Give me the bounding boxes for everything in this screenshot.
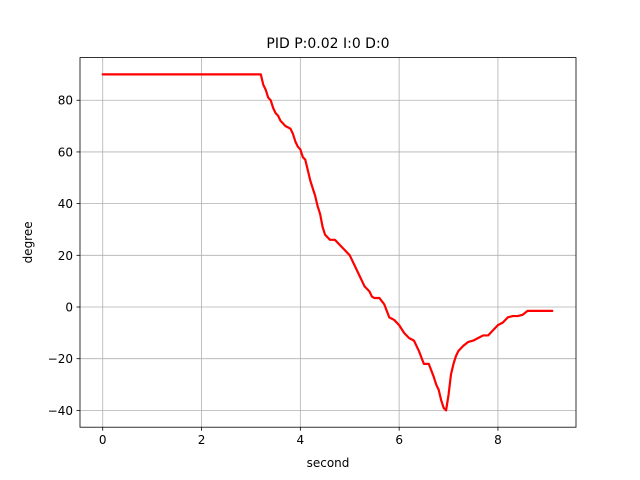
x-tick-label: 8 [494, 433, 502, 447]
grid [80, 57, 576, 428]
y-tick-label: 60 [58, 145, 73, 159]
x-tick-label: 6 [395, 433, 403, 447]
series-layer [101, 73, 554, 412]
series-line [101, 73, 554, 412]
chart-title: PID P:0.02 I:0 D:0 [266, 36, 389, 52]
y-tick-label: −40 [48, 404, 73, 418]
y-tick-label: 40 [58, 197, 73, 211]
plot-frame [79, 57, 577, 428]
x-tick-label: 0 [99, 433, 107, 447]
x-axis-title: second [307, 456, 350, 470]
y-tick-label: 80 [58, 94, 73, 108]
x-tick-label: 2 [198, 433, 206, 447]
y-tick-label: −20 [48, 352, 73, 366]
y-tick-label: 20 [58, 249, 73, 263]
ticks: 0 2 4 6 8 −40 −20 0 20 40 60 80 [48, 94, 502, 447]
y-axis-title: degree [21, 221, 35, 263]
x-tick-label: 4 [297, 433, 305, 447]
y-tick-label: 0 [65, 301, 73, 315]
